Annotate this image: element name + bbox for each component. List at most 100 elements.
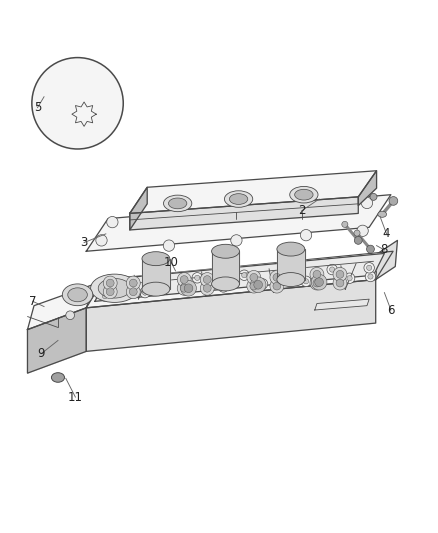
Polygon shape: [130, 171, 377, 213]
Circle shape: [315, 278, 323, 287]
Circle shape: [184, 284, 193, 293]
Text: 6: 6: [387, 303, 395, 317]
Circle shape: [163, 240, 175, 251]
Circle shape: [286, 270, 291, 275]
Circle shape: [182, 287, 187, 292]
Circle shape: [367, 245, 374, 253]
Circle shape: [100, 291, 110, 301]
Circle shape: [329, 267, 335, 272]
Ellipse shape: [212, 277, 240, 291]
Circle shape: [310, 268, 324, 281]
Polygon shape: [277, 249, 305, 279]
Polygon shape: [86, 279, 376, 351]
Circle shape: [333, 268, 347, 281]
Circle shape: [342, 221, 348, 228]
Circle shape: [247, 279, 261, 293]
Text: 11: 11: [68, 391, 83, 403]
Circle shape: [129, 279, 137, 287]
Circle shape: [221, 284, 226, 289]
Circle shape: [126, 276, 140, 290]
Circle shape: [270, 270, 284, 284]
Circle shape: [305, 201, 316, 212]
Circle shape: [179, 284, 189, 295]
Circle shape: [313, 270, 321, 278]
Ellipse shape: [224, 191, 253, 207]
Circle shape: [311, 274, 327, 290]
Ellipse shape: [277, 272, 305, 287]
Circle shape: [368, 274, 373, 279]
Circle shape: [103, 276, 117, 290]
Circle shape: [239, 270, 250, 280]
Circle shape: [247, 270, 261, 284]
Circle shape: [344, 273, 355, 284]
Circle shape: [240, 205, 251, 216]
Circle shape: [106, 279, 114, 287]
Circle shape: [389, 197, 398, 205]
Circle shape: [181, 280, 196, 296]
Circle shape: [129, 288, 137, 296]
Circle shape: [100, 279, 110, 289]
Circle shape: [304, 279, 309, 284]
Circle shape: [126, 285, 140, 298]
Circle shape: [142, 290, 148, 295]
Polygon shape: [86, 195, 391, 251]
Polygon shape: [28, 284, 95, 329]
Circle shape: [327, 264, 337, 275]
Circle shape: [200, 281, 214, 295]
Circle shape: [367, 265, 372, 270]
Polygon shape: [130, 197, 358, 230]
Circle shape: [301, 276, 311, 287]
Polygon shape: [376, 240, 397, 279]
Circle shape: [365, 271, 376, 282]
Circle shape: [103, 285, 117, 298]
Polygon shape: [28, 308, 86, 373]
Circle shape: [149, 278, 154, 284]
Circle shape: [250, 282, 258, 290]
Circle shape: [177, 281, 191, 295]
Circle shape: [257, 279, 268, 289]
Ellipse shape: [98, 278, 131, 298]
Circle shape: [270, 279, 284, 293]
Text: 5: 5: [34, 101, 41, 114]
Polygon shape: [358, 171, 377, 206]
Circle shape: [218, 282, 229, 292]
Ellipse shape: [68, 288, 87, 302]
Circle shape: [336, 270, 344, 278]
Circle shape: [194, 275, 200, 280]
Circle shape: [283, 267, 294, 277]
Polygon shape: [72, 102, 96, 126]
Circle shape: [180, 276, 188, 284]
Text: 2: 2: [298, 204, 305, 217]
Ellipse shape: [277, 242, 305, 256]
Circle shape: [347, 276, 352, 281]
Circle shape: [200, 272, 214, 287]
Text: 9: 9: [38, 347, 45, 360]
Circle shape: [251, 277, 266, 293]
Ellipse shape: [230, 193, 248, 205]
Text: 3: 3: [81, 236, 88, 249]
Ellipse shape: [142, 282, 170, 296]
Polygon shape: [142, 259, 170, 289]
Circle shape: [180, 284, 188, 292]
Circle shape: [333, 276, 347, 290]
Circle shape: [310, 276, 324, 290]
Ellipse shape: [62, 284, 93, 305]
Circle shape: [254, 280, 262, 289]
Circle shape: [102, 294, 108, 298]
Circle shape: [300, 230, 312, 241]
Circle shape: [107, 216, 118, 228]
Circle shape: [32, 58, 123, 149]
Circle shape: [140, 287, 150, 298]
Circle shape: [192, 272, 202, 283]
Circle shape: [357, 225, 368, 237]
Circle shape: [273, 282, 281, 290]
Ellipse shape: [290, 187, 318, 203]
Circle shape: [106, 288, 114, 296]
Circle shape: [177, 272, 191, 287]
Circle shape: [370, 193, 377, 200]
Polygon shape: [315, 299, 369, 310]
Circle shape: [102, 281, 108, 287]
Polygon shape: [95, 254, 385, 301]
Circle shape: [203, 276, 211, 284]
Polygon shape: [212, 251, 240, 284]
